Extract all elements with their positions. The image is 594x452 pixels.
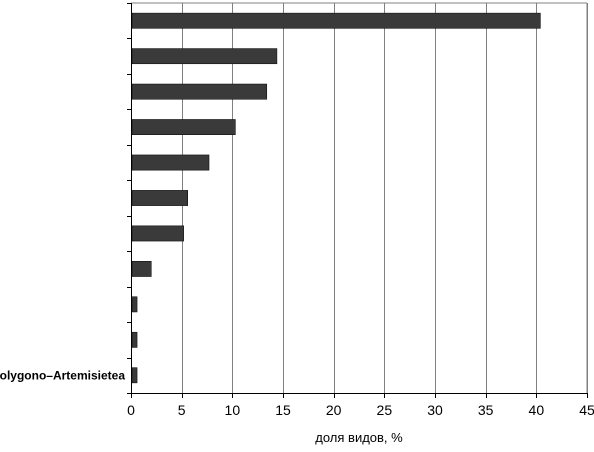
bar	[131, 261, 152, 277]
tick-labels: 0 5 10 15 20 25 30 35 40 45	[127, 402, 594, 418]
x-tick-label: 25	[377, 402, 393, 418]
bar	[131, 119, 236, 135]
x-tick-label: 40	[529, 402, 545, 418]
gridlines	[131, 2, 588, 393]
bar	[131, 367, 138, 384]
x-tick-label: 10	[225, 402, 241, 418]
bar	[131, 296, 138, 313]
bar	[131, 225, 184, 242]
x-tick-label: 20	[326, 402, 342, 418]
category-labels: Polygono–Artemisietea	[0, 368, 125, 382]
bar	[131, 190, 188, 206]
x-tick-label: 15	[275, 402, 291, 418]
bar	[131, 331, 138, 348]
bar	[131, 48, 278, 65]
bar	[131, 12, 541, 29]
bar	[131, 154, 210, 171]
x-axis-label: доля видов, %	[315, 430, 403, 445]
bar	[131, 83, 268, 100]
category-label: Polygono–Artemisietea	[0, 368, 125, 382]
x-tick-label: 30	[427, 402, 443, 418]
x-tick-label: 35	[478, 402, 494, 418]
x-tick-label: 0	[127, 402, 135, 418]
axes	[127, 3, 588, 398]
bars	[131, 12, 541, 384]
x-tick-label: 45	[579, 402, 594, 418]
x-tick-label: 5	[178, 402, 186, 418]
